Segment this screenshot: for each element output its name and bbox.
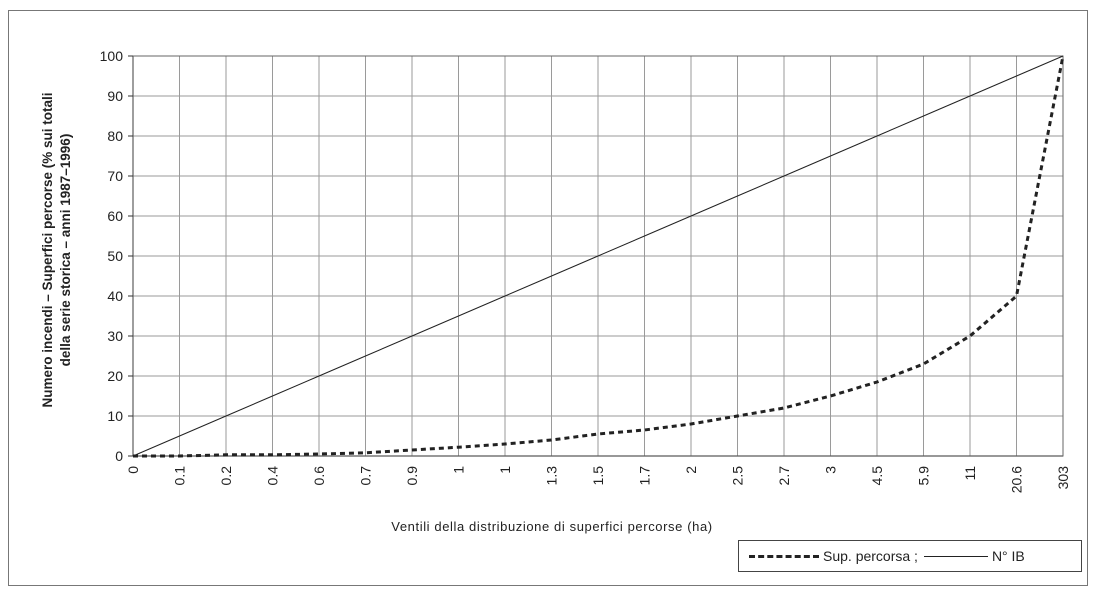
x-tick-label: 11 [962,466,978,481]
x-tick-label: 0 [125,466,141,474]
series-sup-percorsa-line [133,55,1065,458]
x-tick-label: 1 [497,466,513,474]
chart-frame [8,10,1088,586]
x-tick-label: 1 [451,466,467,474]
x-axis-title: Ventili della distribuzione di superfici… [391,519,712,534]
x-tick-label: 1.5 [590,466,606,486]
x-tick-label: 303 [1055,466,1071,490]
y-tick-label: 80 [107,128,123,144]
y-tick-label: 70 [107,168,123,184]
x-tick-label: 0.4 [265,466,281,486]
y-tick-label: 50 [107,248,123,264]
y-tick-label: 0 [115,448,123,464]
y-tick-label: 60 [107,208,123,224]
legend-label-n-ib: N° IB [991,548,1025,564]
y-tick-label: 20 [107,368,123,384]
legend-solid-swatch [923,555,988,557]
y-tick-label: 100 [100,48,124,64]
y-tick-label: 30 [107,328,123,344]
legend-label-sup-percorsa: Sup. percorsa ; [823,548,918,564]
legend: Sup. percorsa ; N° IB [738,540,1082,572]
x-tick-label: 5.9 [916,466,932,486]
series-n-ib-line [132,55,1064,457]
y-tick-label: 40 [107,288,123,304]
y-axis-title-line-1: Numero incendi – Superfici percorse (% s… [40,92,55,407]
x-tick-label: 0.7 [358,466,374,486]
x-tick-label: 3 [823,466,839,474]
y-tick-label: 10 [107,408,123,424]
x-tick-label: 2.5 [730,466,746,486]
y-tick-labels: 0 10 20 30 40 50 60 70 80 90 100 [100,48,124,464]
x-tick-label: 0.6 [311,466,327,486]
x-tick-label: 2 [683,466,699,474]
x-tick-label: 4.5 [869,466,885,486]
x-tick-label: 0.2 [218,466,234,486]
y-axis-title-line-2: della serie storica – anni 1987–1996) [58,134,73,367]
x-tick-label: 2.7 [776,466,792,486]
x-tick-label: 0.9 [404,466,420,486]
x-tick-labels: 0 0.1 0.2 0.4 0.6 0.7 0.9 1 1 1.3 1.5 1.7 2 2.5 2.7 3 4.… [125,466,1071,493]
x-tick-label: 20.6 [1009,466,1025,493]
legend-dashed-swatch [749,554,819,558]
x-tick-label: 1.3 [544,466,560,486]
x-tick-label: 1.7 [637,466,653,486]
y-tick-label: 90 [107,88,123,104]
series-lines [132,55,1065,458]
x-tick-label: 0.1 [172,466,188,486]
